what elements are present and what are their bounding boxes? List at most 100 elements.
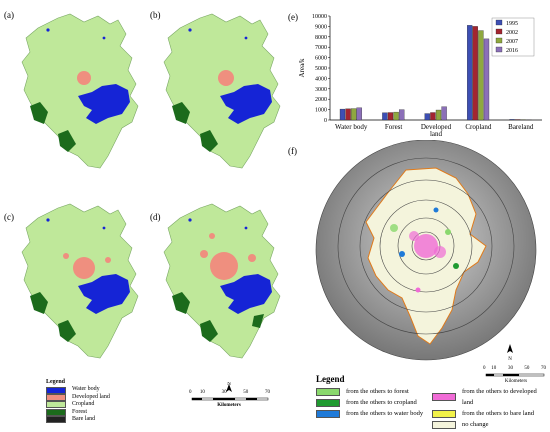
forest-patch [30, 102, 48, 124]
bar-2007-2 [435, 109, 442, 121]
y-axis-label: Area/k [298, 58, 306, 78]
y-tick-label: 7000 [315, 45, 327, 51]
legend-item: Forest [46, 409, 110, 416]
y-tick-label: 10000 [312, 14, 327, 20]
scale-tick-label: 30 [221, 390, 227, 395]
scale-tick-label: 50 [524, 366, 530, 371]
legend-label: 2007 [506, 39, 518, 45]
developed-area [218, 70, 234, 86]
bar-2002-3 [472, 26, 478, 121]
y-tick-label: 0 [324, 118, 327, 124]
panel-label-b: (b) [150, 10, 161, 20]
scale-bar-right: N 0 10 30 50 70 Kilometers [483, 344, 548, 388]
bar-2016-3 [483, 38, 490, 121]
legend-item: no change [432, 419, 548, 430]
legend-swatch [432, 393, 456, 401]
y-tick-label: 3000 [315, 87, 327, 93]
bar-2002-1 [387, 112, 394, 121]
legend-label: Developed land [72, 393, 110, 400]
legend-item: from the others to water body [316, 408, 432, 419]
panel-label-a: (a) [4, 10, 14, 20]
legend-item: from the others to developed land [432, 386, 548, 408]
legend-label: from the others to cropland [346, 399, 417, 406]
panel-label-d: (d) [150, 212, 161, 222]
bar-2016-1 [399, 109, 405, 121]
x-tick-label: Bareland [508, 123, 534, 131]
legend-label: Forest [72, 408, 87, 415]
legend-swatch [46, 408, 66, 416]
legend-label: from the others to forest [346, 388, 409, 395]
panel-label-f: (f) [288, 146, 297, 156]
legend-swatch [46, 394, 66, 402]
land-use-map-2002 [163, 13, 281, 169]
legend-item: Water body [46, 386, 110, 394]
panel-label-e: (e) [288, 12, 298, 22]
legend-item: Cropland [46, 401, 110, 409]
bar-2007-3 [478, 30, 484, 121]
y-tick-label: 4000 [315, 76, 327, 82]
scale-unit-label: Kilometers [217, 403, 241, 408]
legend-title: Legend [46, 379, 66, 385]
legend-label: from the others to water body [346, 410, 424, 417]
land-use-legend: Legend Water body Developed land Cropland F… [46, 379, 110, 424]
bar-1995-4 [509, 119, 515, 121]
bar-2002-2 [430, 112, 436, 121]
scale-tick-label: 50 [243, 390, 249, 395]
legend-label: from the others to bare land [462, 410, 535, 417]
y-tick-label: 8000 [315, 35, 327, 41]
legend-label: Cropland [72, 401, 95, 408]
scale-tick-label: 10 [199, 390, 205, 395]
legend-item: Bare land [46, 416, 110, 424]
scale-tick-label: 70 [265, 390, 270, 395]
land-use-map-2016 [163, 203, 281, 359]
forest-patch [58, 130, 76, 152]
developed-area [73, 257, 95, 279]
y-tick-label: 9000 [315, 24, 327, 30]
land-use-map-2007 [21, 203, 139, 359]
x-tick-label: Forest [385, 123, 403, 131]
legend-swatch [316, 409, 340, 418]
bar-2002-4 [515, 119, 521, 121]
bar-1995-3 [467, 25, 473, 121]
scale-bar-left: N 0 10 30 50 70 Kilometers [188, 382, 270, 412]
developed-area [210, 252, 238, 280]
north-arrow-and-scale: N [191, 382, 269, 401]
y-tick-label: 6000 [315, 56, 327, 62]
north-letter: N [227, 382, 231, 387]
bar-2002-0 [345, 108, 351, 121]
north-arrow-icon [226, 384, 232, 392]
land-change-circular-map [315, 140, 537, 361]
north-letter: N [508, 357, 512, 362]
scale-tick-label: 0 [189, 390, 192, 395]
y-tick-label: 1000 [315, 108, 327, 114]
x-tick-label: Developed land [421, 123, 452, 138]
legend-label: no change [462, 421, 489, 428]
y-tick-label: 2000 [315, 97, 327, 103]
x-tick-label: Cropland [465, 123, 492, 131]
legend-label: Water body [72, 386, 100, 393]
legend-swatch [432, 420, 456, 429]
scale-unit-label: Kilometers [504, 379, 528, 384]
legend-swatch [46, 386, 66, 394]
developed-change-core [414, 234, 438, 258]
legend-label: 1995 [506, 21, 518, 27]
bar-2007-0 [351, 108, 357, 121]
legend-title: Legend [316, 374, 345, 384]
bar-1995-0 [339, 108, 346, 121]
scale-tick-label: 0 [483, 366, 486, 371]
legend-swatch [316, 387, 340, 396]
legend-label: 2016 [506, 48, 518, 54]
scale-tick-label: 10 [491, 366, 497, 371]
legend-item: from the others to bare land [432, 408, 548, 419]
legend-label: Bare land [72, 416, 96, 423]
panel-label-c: (c) [4, 212, 14, 222]
bar-2016-0 [356, 107, 362, 121]
land-use-map-1995 [21, 13, 139, 169]
land-change-legend: Legend from the others to forest from the… [316, 374, 548, 430]
legend-swatch [495, 46, 503, 53]
bar-1995-2 [424, 113, 430, 121]
x-tick-label: Water body [335, 123, 368, 131]
legend-swatch [46, 416, 66, 424]
legend-swatch [495, 37, 503, 44]
legend-item: from the others to forest [316, 386, 432, 397]
